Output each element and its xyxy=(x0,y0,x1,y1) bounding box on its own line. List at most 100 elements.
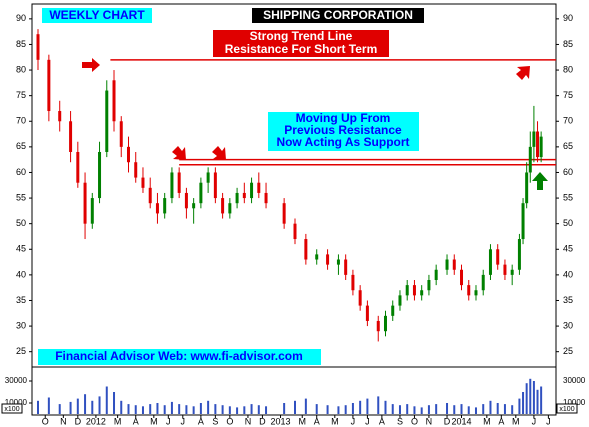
volume-bar xyxy=(453,405,456,414)
candle-body xyxy=(452,259,456,270)
y-tick-label: 70 xyxy=(16,116,26,126)
annotation: Now Acting As Support xyxy=(276,135,409,149)
volume-bar xyxy=(283,403,286,414)
y-tick-label: 60 xyxy=(563,167,573,177)
candle-body xyxy=(282,203,286,224)
candle-body xyxy=(192,203,196,209)
arrow xyxy=(212,146,226,160)
y-tick-label: 55 xyxy=(16,192,26,202)
volume-bar xyxy=(58,404,61,414)
candle-body xyxy=(264,192,268,204)
x-tick-label: A xyxy=(379,416,385,426)
candle-body xyxy=(405,285,409,296)
x-tick-label: M xyxy=(114,416,122,426)
candle-body xyxy=(58,111,62,122)
candle-body xyxy=(250,182,254,199)
volume-bar xyxy=(377,396,380,414)
x-tick-label: S xyxy=(397,416,403,426)
candle-body xyxy=(112,80,116,122)
volume-bar xyxy=(359,400,362,414)
candle-body xyxy=(467,285,471,296)
volume-bar xyxy=(149,404,152,414)
candle-body xyxy=(376,320,380,332)
candle-body xyxy=(148,187,152,204)
volume-bar xyxy=(435,404,438,414)
candle-body xyxy=(235,192,239,204)
plot-frame xyxy=(31,3,557,416)
volume-bar xyxy=(398,405,401,414)
x-tick-label: O xyxy=(42,416,49,426)
candle-body xyxy=(532,131,536,147)
y-tick-label: 35 xyxy=(563,295,573,305)
candle-body xyxy=(141,177,145,188)
v-tick-label: 30000 xyxy=(5,376,28,385)
volume-bar xyxy=(134,405,137,414)
y-tick-label: 60 xyxy=(16,167,26,177)
annotation: Strong Trend Line xyxy=(250,29,353,43)
volume-bar xyxy=(326,405,329,414)
x-tick-label: J xyxy=(532,416,537,426)
x-tick-label: O xyxy=(411,416,418,426)
volume-bar xyxy=(192,406,195,414)
volume-bar xyxy=(257,405,260,414)
title-box xyxy=(252,8,424,23)
candle-body xyxy=(445,259,449,270)
x-tick-label: M xyxy=(512,416,520,426)
x-tick-label: J xyxy=(166,416,171,426)
candle-body xyxy=(126,146,130,163)
candle-body xyxy=(134,162,138,178)
arrow xyxy=(82,58,100,72)
volume-unit: x100 xyxy=(4,406,19,413)
y-tick-label: 75 xyxy=(16,90,26,100)
volume-bar xyxy=(243,406,246,414)
y-tick-label: 50 xyxy=(16,218,26,228)
footer: Financial Advisor Web: www.fi-advisor.co… xyxy=(55,349,303,363)
candle-body xyxy=(199,182,203,204)
footer-box xyxy=(38,349,321,365)
candle-body xyxy=(206,172,210,183)
y-tick-label: 85 xyxy=(563,39,573,49)
x-tick-label: D xyxy=(259,416,266,426)
arrow xyxy=(172,146,186,160)
x-tick-label: J xyxy=(365,416,370,426)
candle-body xyxy=(304,239,308,260)
y-tick-label: 85 xyxy=(16,39,26,49)
volume-bar xyxy=(536,389,539,414)
candle-body xyxy=(163,198,167,214)
candle-body xyxy=(503,264,507,275)
x-tick-label: 2014 xyxy=(451,416,471,426)
x-tick-label: O xyxy=(226,416,233,426)
candle-body xyxy=(36,34,40,60)
y-tick-label: 25 xyxy=(563,346,573,356)
candle-body xyxy=(427,279,431,291)
volume-bar xyxy=(351,403,354,414)
volume-bar xyxy=(69,401,72,414)
candle-body xyxy=(383,315,387,332)
y-tick-label: 30 xyxy=(563,320,573,330)
x-tick-label: J xyxy=(181,416,186,426)
volume-bar xyxy=(98,396,101,414)
unit-box xyxy=(556,403,578,414)
y-tick-label: 80 xyxy=(563,64,573,74)
volume-bar xyxy=(460,404,463,414)
volume-bar xyxy=(427,405,430,414)
candle-body xyxy=(242,192,246,199)
candle-body xyxy=(460,269,464,286)
volume-bar xyxy=(384,400,387,414)
volume-bar xyxy=(522,392,525,414)
candle-body xyxy=(434,269,438,280)
candle-body xyxy=(155,203,159,214)
x-tick-label: N xyxy=(245,416,252,426)
y-tick-label: 50 xyxy=(563,218,573,228)
volume-bar xyxy=(47,397,50,414)
y-tick-label: 40 xyxy=(563,269,573,279)
volume-bar xyxy=(105,386,108,414)
candle-body xyxy=(69,121,73,152)
volume-bar xyxy=(540,386,543,414)
volume-bar xyxy=(214,404,217,414)
volume-bar xyxy=(525,383,528,414)
volume-bar xyxy=(91,400,94,414)
x-tick-label: A xyxy=(314,416,320,426)
volume-bar xyxy=(315,404,318,414)
candle-body xyxy=(474,290,478,296)
